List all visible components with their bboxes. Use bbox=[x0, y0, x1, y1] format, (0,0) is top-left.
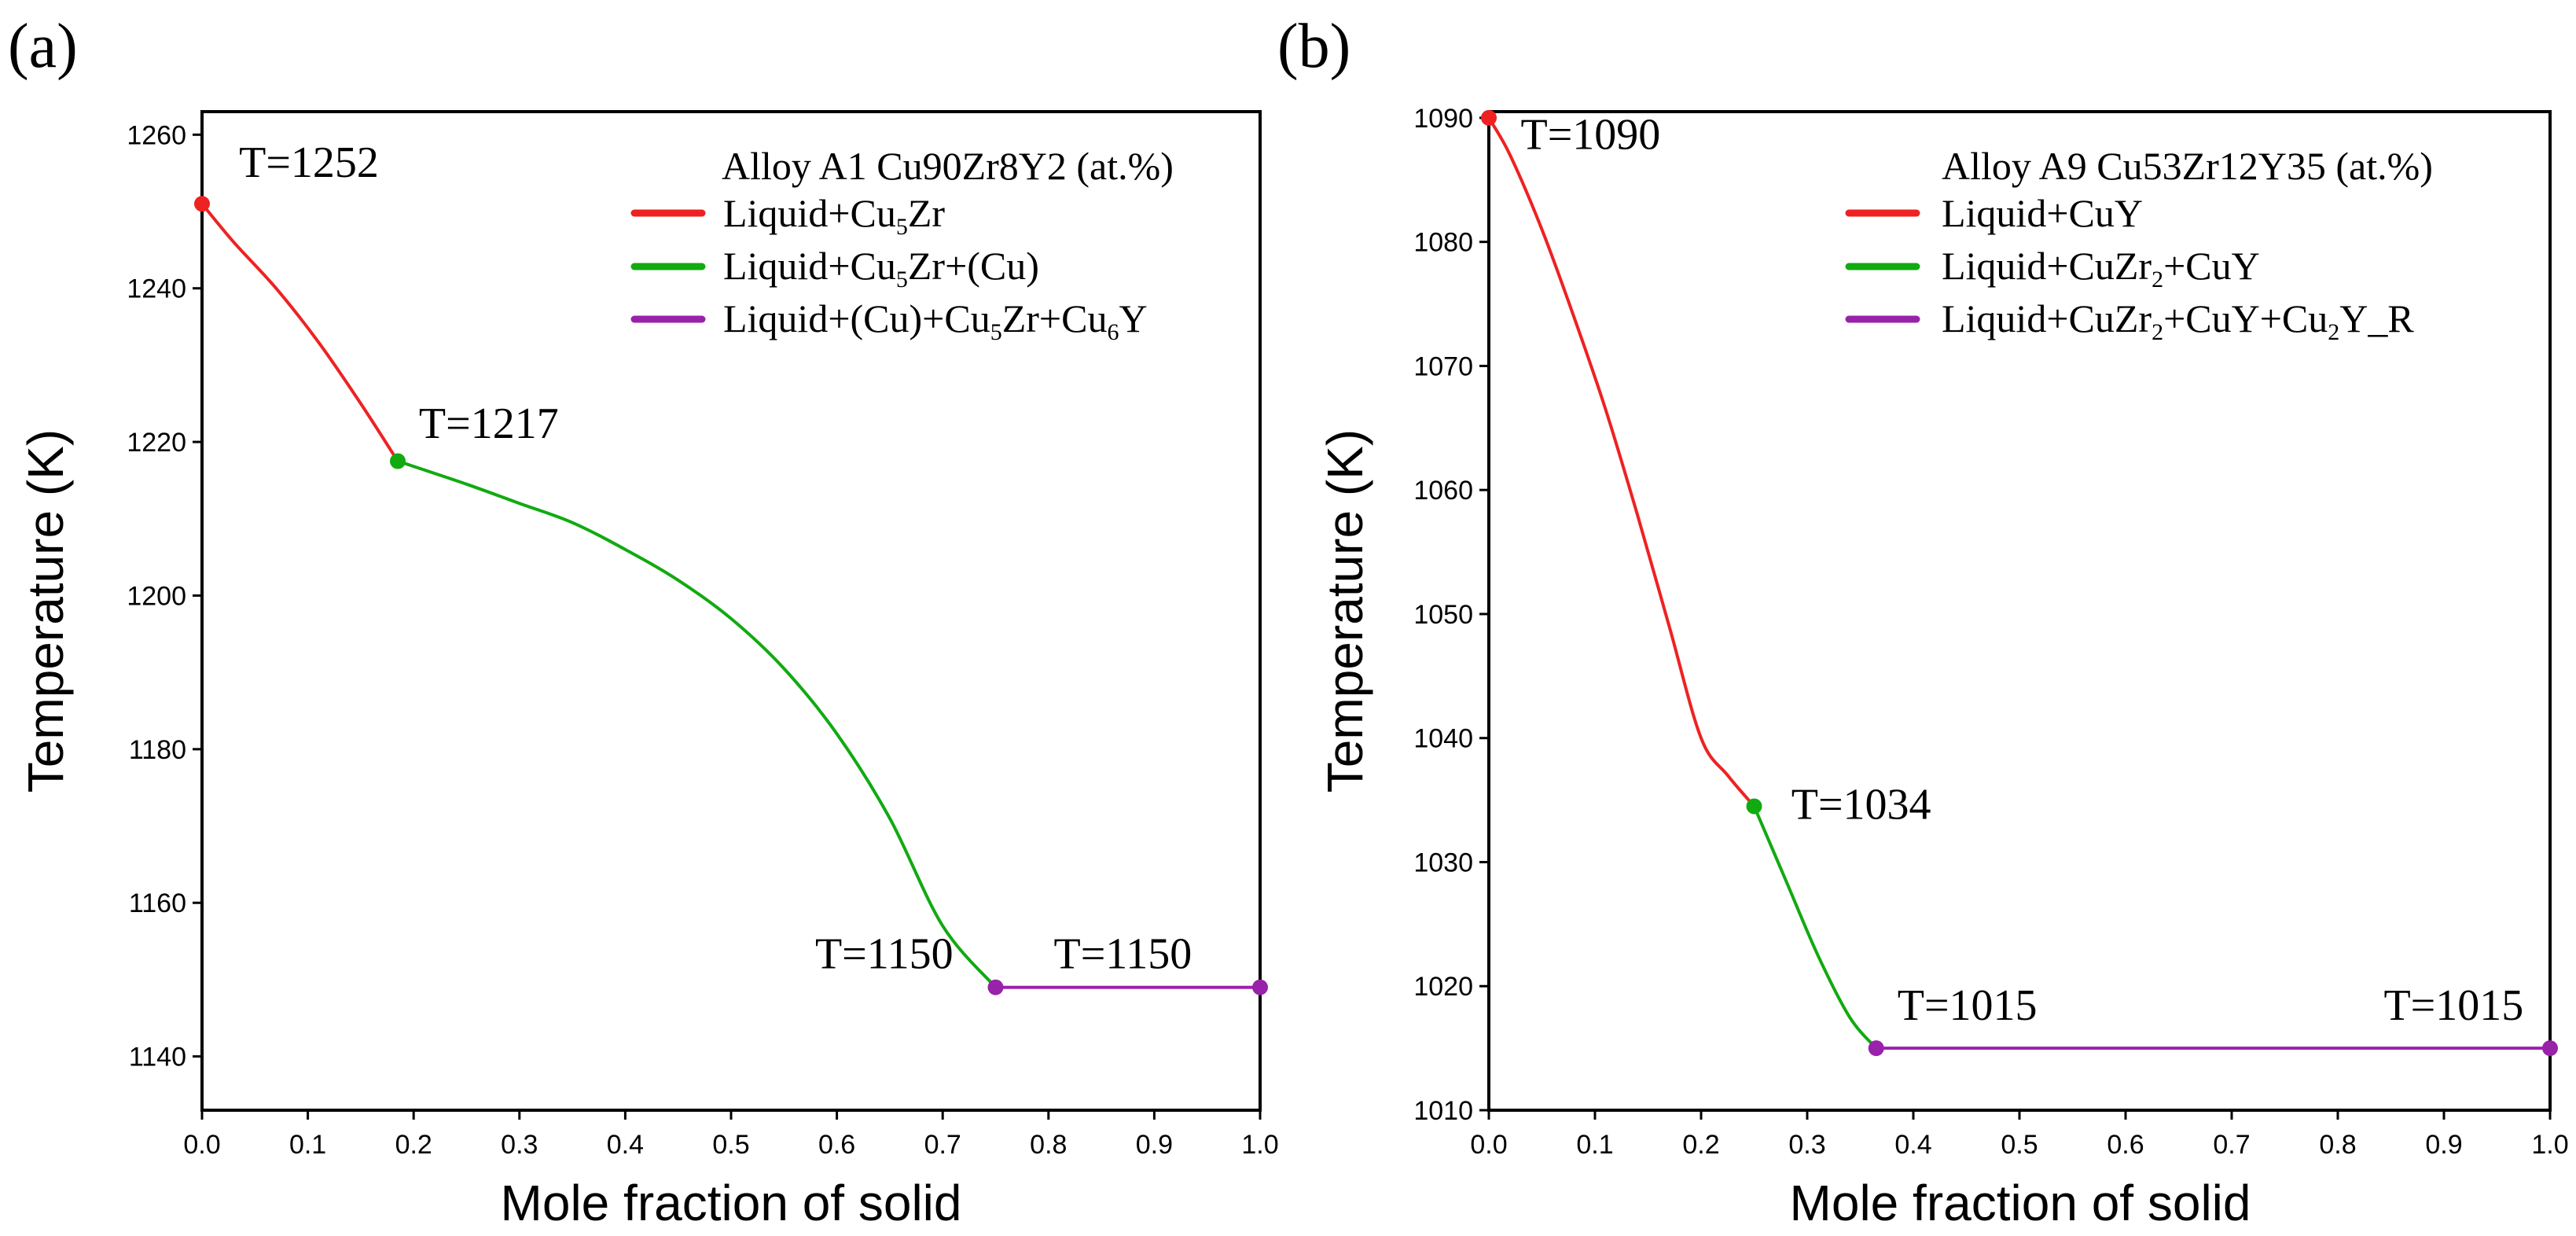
panel-a-series-line-2 bbox=[397, 459, 998, 988]
panel-b-y-tick-label: 1060 bbox=[1413, 476, 1473, 506]
panel-b-x-ticks: 0.0 0.1 0.2 0.3 0.4 0.5 0.6 0.7 0.8 0.9 1.0 bbox=[1470, 1110, 2569, 1160]
panel-b-x-tick-label: 0.1 bbox=[1576, 1130, 1613, 1160]
panel-b-x-axis-title: Mole fraction of solid bbox=[1790, 1175, 2251, 1231]
panel-b-x-tick-label: 0.6 bbox=[2107, 1130, 2144, 1160]
panel-b-y-tick-label: 1050 bbox=[1413, 600, 1473, 630]
legend-a-entry-3: Liquid+(Cu)+Cu5Zr+Cu6Y bbox=[723, 296, 1148, 345]
panel-a-point-marker bbox=[987, 979, 1004, 995]
panel-a-temperature-label: T=1150 bbox=[1054, 929, 1192, 978]
legend-b-entry-1: Liquid+CuY bbox=[1942, 191, 2143, 235]
panel-a-x-tick-label: 0.6 bbox=[818, 1130, 855, 1160]
panel-a-y-tick-label: 1260 bbox=[127, 120, 186, 150]
panel-a-x-ticks: 0.0 0.1 0.2 0.3 0.4 0.5 0.6 0.7 0.8 0.9 1.0 bbox=[183, 1110, 1279, 1160]
panel-a-point-marker bbox=[194, 196, 210, 212]
panel-b-y-tick-label: 1020 bbox=[1413, 972, 1473, 1002]
panel-b-y-ticks: 1010 1020 1030 1040 1050 1060 1070 1080 1090 bbox=[1413, 104, 1489, 1126]
panel-a-series bbox=[200, 202, 1260, 989]
panel-b-y-axis-title: Temperature (K) bbox=[1317, 429, 1373, 793]
panel-a-series-line-1 bbox=[200, 202, 399, 462]
panel-b-temperature-label: T=1015 bbox=[2383, 981, 2523, 1030]
panel-b-legend: Alloy A9 Cu53Zr12Y35 (at.%) Liquid+CuY L… bbox=[1845, 144, 2433, 345]
panel-a-label: (a) bbox=[8, 12, 78, 81]
panel-a-y-tick-label: 1180 bbox=[129, 735, 186, 765]
panel-b-x-tick-label: 0.0 bbox=[1470, 1130, 1507, 1160]
panel-b-x-tick-label: 0.5 bbox=[2001, 1130, 2038, 1160]
panel-a-markers bbox=[194, 196, 1268, 995]
legend-b-title: Alloy A9 Cu53Zr12Y35 (at.%) bbox=[1942, 144, 2433, 188]
panel-a-x-tick-label: 0.9 bbox=[1136, 1130, 1173, 1160]
panel-a-y-tick-label: 1160 bbox=[129, 888, 186, 918]
panel-a-y-tick-label: 1240 bbox=[127, 274, 186, 304]
panel-b-point-marker bbox=[2542, 1040, 2558, 1057]
panel-a-y-tick-label: 1200 bbox=[127, 581, 186, 611]
panel-b-annotations: T=1090 T=1034 T=1015 T=1015 bbox=[1521, 110, 2524, 1030]
panel-a-temperature-label: T=1150 bbox=[815, 929, 954, 978]
panel-b-markers bbox=[1481, 109, 2558, 1057]
panel-b-x-tick-label: 0.2 bbox=[1682, 1130, 1719, 1160]
panel-a-x-tick-label: 0.8 bbox=[1030, 1130, 1067, 1160]
panel-b-x-tick-label: 0.4 bbox=[1894, 1130, 1931, 1160]
panel-b-y-tick-label: 1030 bbox=[1413, 848, 1473, 877]
panel-a-annotations: T=1252 T=1217 T=1150 T=1150 bbox=[239, 138, 1192, 978]
panel-b-point-marker bbox=[1481, 109, 1497, 126]
legend-b-entry-2: Liquid+CuZr2+CuY bbox=[1942, 244, 2260, 292]
panel-b-series-line-2 bbox=[1752, 805, 1878, 1050]
panel-b-label: (b) bbox=[1277, 12, 1350, 81]
panel-a-x-axis-title: Mole fraction of solid bbox=[501, 1175, 962, 1231]
panel-b-x-tick-label: 0.8 bbox=[2319, 1130, 2356, 1160]
panel-b-y-tick-label: 1040 bbox=[1413, 724, 1473, 754]
panel-b-x-tick-label: 0.3 bbox=[1788, 1130, 1825, 1160]
panel-b-y-tick-label: 1090 bbox=[1413, 104, 1473, 134]
panel-a-x-tick-label: 0.4 bbox=[607, 1130, 644, 1160]
panel-a-x-tick-label: 0.3 bbox=[501, 1130, 538, 1160]
panel-b-series-line-1 bbox=[1487, 116, 1756, 807]
panel-b-point-marker bbox=[1868, 1040, 1884, 1057]
legend-a-entry-2: Liquid+Cu5Zr+(Cu) bbox=[723, 244, 1039, 292]
panel-a: (a) 0.0 0.1 0.2 0.3 0.4 0.5 0.6 0.7 0.8 0.9 1.0 11… bbox=[8, 12, 1279, 1231]
panel-a-point-marker bbox=[1252, 979, 1268, 995]
panel-b-x-tick-label: 0.7 bbox=[2213, 1130, 2250, 1160]
panel-a-temperature-label: T=1217 bbox=[419, 399, 559, 448]
panel-a-y-ticks: 1140 1160 1180 1200 1220 1240 1260 bbox=[127, 120, 202, 1072]
legend-b-entry-3: Liquid+CuZr2+CuY+Cu2Y_R bbox=[1942, 296, 2414, 345]
panel-b-x-tick-label: 0.9 bbox=[2425, 1130, 2462, 1160]
panel-b-x-tick-label: 1.0 bbox=[2531, 1130, 2568, 1160]
panel-a-x-tick-label: 0.1 bbox=[289, 1130, 326, 1160]
panel-a-y-tick-label: 1140 bbox=[129, 1043, 186, 1072]
legend-a-entry-1: Liquid+Cu5Zr bbox=[723, 191, 945, 240]
panel-a-x-tick-label: 0.2 bbox=[395, 1130, 432, 1160]
panel-b-temperature-label: T=1090 bbox=[1521, 110, 1661, 159]
panel-b-temperature-label: T=1034 bbox=[1791, 780, 1931, 829]
panel-a-x-tick-label: 1.0 bbox=[1241, 1130, 1278, 1160]
panel-b-series bbox=[1487, 116, 2550, 1050]
panel-a-x-tick-label: 0.0 bbox=[183, 1130, 220, 1160]
panel-b-y-tick-label: 1080 bbox=[1413, 228, 1473, 258]
panel-b-point-marker bbox=[1746, 798, 1762, 815]
panel-a-y-tick-label: 1220 bbox=[127, 428, 186, 458]
panel-a-legend: Alloy A1 Cu90Zr8Y2 (at.%) Liquid+Cu5Zr L… bbox=[630, 144, 1174, 345]
panel-b: (b) 0.0 0.1 0.2 0.3 0.4 0.5 0.6 0.7 0.8 0.9 1.0 10… bbox=[1277, 12, 2569, 1231]
panel-a-temperature-label: T=1252 bbox=[239, 138, 379, 187]
panel-b-y-tick-label: 1070 bbox=[1413, 351, 1473, 381]
legend-a-title: Alloy A1 Cu90Zr8Y2 (at.%) bbox=[722, 144, 1174, 188]
panel-b-temperature-label: T=1015 bbox=[1898, 981, 2038, 1030]
panel-a-x-tick-label: 0.5 bbox=[712, 1130, 749, 1160]
panel-a-point-marker bbox=[390, 453, 406, 469]
panel-a-x-tick-label: 0.7 bbox=[924, 1130, 961, 1160]
panel-b-y-tick-label: 1010 bbox=[1413, 1096, 1473, 1126]
panel-a-y-axis-title: Temperature (K) bbox=[17, 429, 74, 793]
